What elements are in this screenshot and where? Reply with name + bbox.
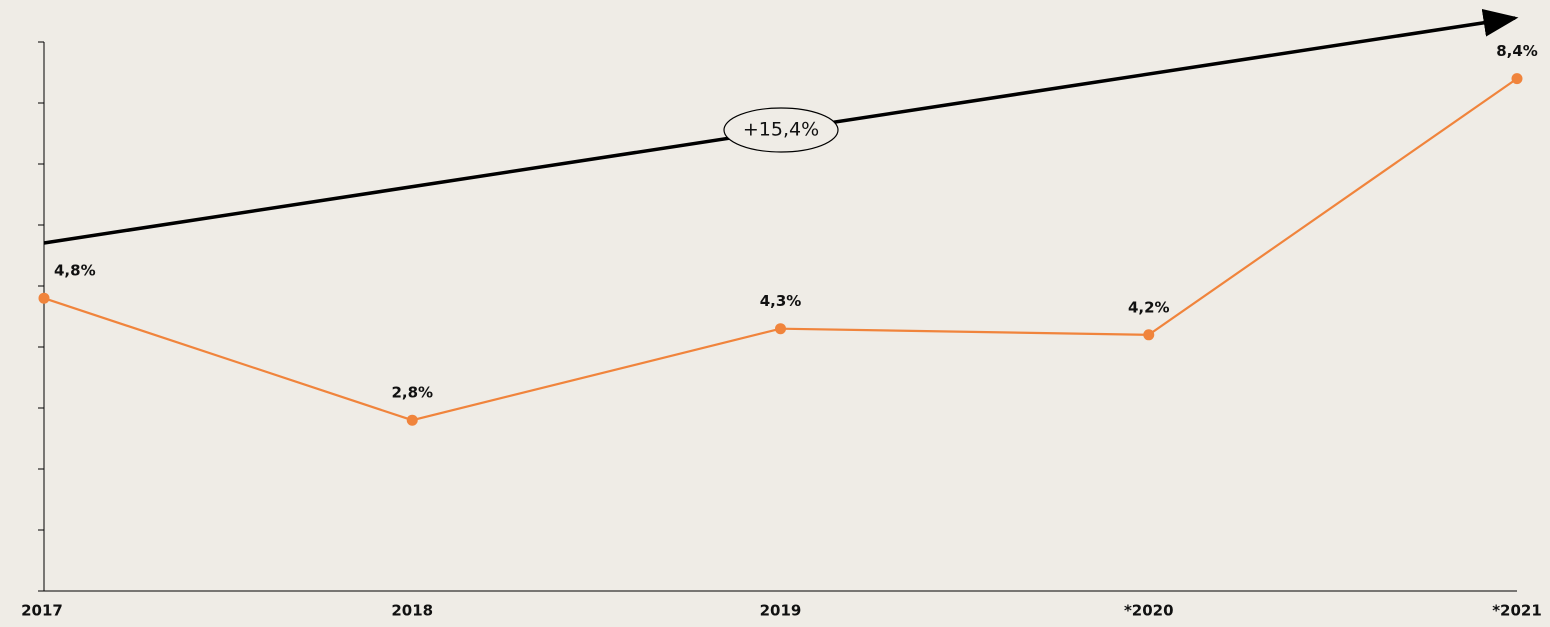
- x-tick-label: *2021: [1492, 602, 1542, 620]
- point: [1143, 329, 1155, 341]
- annotation-bubble: [723, 107, 839, 153]
- x-tick-label: *2020: [1124, 602, 1174, 620]
- value-label: 4,2%: [1128, 298, 1170, 316]
- value-label: 8,4%: [1496, 42, 1538, 60]
- x-tick-label: 2017: [21, 602, 63, 620]
- value-label: 4,8%: [54, 262, 96, 280]
- point: [406, 414, 418, 426]
- x-tick-label: 2019: [760, 602, 802, 620]
- value-label: 4,3%: [760, 292, 802, 310]
- point: [1511, 73, 1523, 85]
- value-label: 2,8%: [391, 384, 433, 402]
- point: [38, 292, 50, 304]
- annotation: +15,4%: [743, 119, 819, 141]
- point: [775, 323, 786, 335]
- x-tick-label: 2018: [391, 602, 433, 620]
